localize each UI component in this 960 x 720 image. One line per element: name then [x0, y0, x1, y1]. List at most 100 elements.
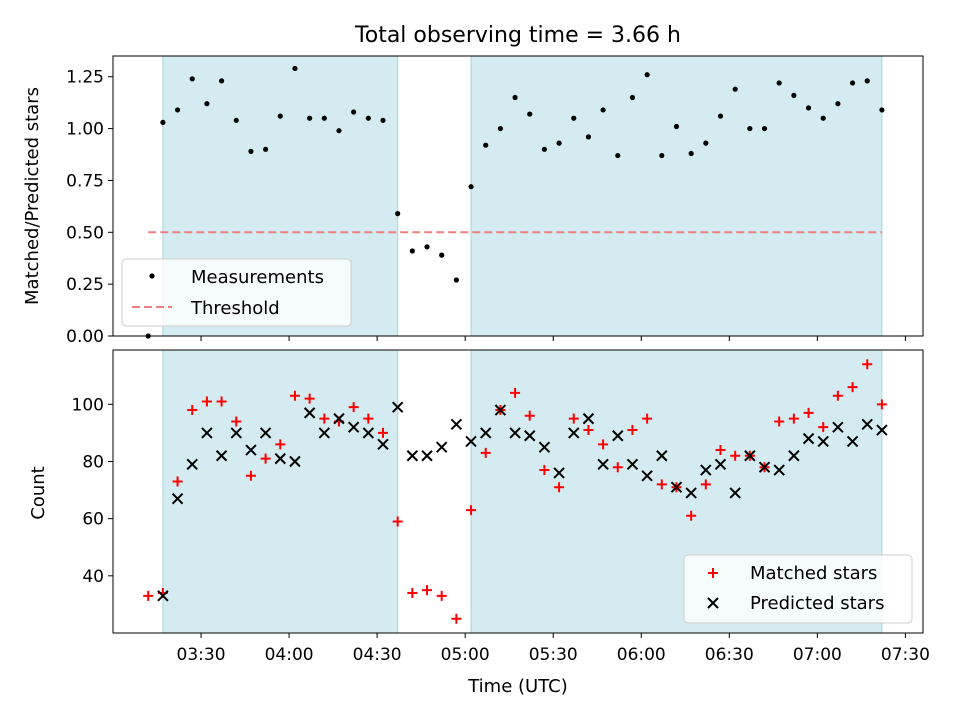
matched-star-point	[788, 413, 799, 424]
predicted-star-point	[494, 404, 507, 416]
predicted-star-point	[215, 450, 228, 462]
top-axes-frame	[112, 55, 924, 337]
matched-star-point	[172, 476, 183, 487]
shaded-interval	[162, 349, 399, 634]
matched-star-point	[143, 590, 154, 601]
bottom-y-axis-label: Count	[28, 466, 49, 519]
matched-star-point	[216, 396, 227, 407]
y-tick-label: 0.50	[66, 223, 104, 243]
bottom-axes-frame	[112, 349, 924, 634]
measurement-point	[688, 150, 694, 157]
bottom-data-marks	[143, 359, 888, 624]
predicted-star-point	[788, 450, 800, 462]
measurement-point	[453, 277, 459, 283]
predicted-star-point	[509, 427, 521, 439]
predicted-star-point	[832, 421, 844, 433]
matched-star-point	[583, 425, 594, 436]
top-axis-ticks: 0.00 0.25 0.50 0.75 1.00 1.25	[66, 68, 906, 347]
matched-star-point	[422, 585, 433, 596]
top-shaded-intervals	[162, 55, 883, 337]
predicted-star-point	[612, 430, 624, 442]
measurement-point	[307, 115, 313, 121]
measurement-point	[424, 244, 430, 250]
y-tick-label: 40	[82, 567, 104, 587]
y-tick-label: 0.00	[66, 327, 104, 347]
predicted-star-point	[347, 421, 360, 433]
x-tick-label: 04:00	[265, 645, 314, 665]
predicted-star-point	[201, 427, 213, 439]
chart-title: Total observing time = 3.66 h	[354, 23, 681, 48]
predicted-star-point	[259, 427, 272, 439]
x-tick-label: 03:30	[177, 645, 226, 665]
x-tick-label: 04:30	[353, 645, 402, 665]
predicted-star-point	[171, 492, 184, 505]
measurement-point	[497, 125, 503, 132]
predicted-star-point	[729, 487, 741, 499]
measurement-point	[512, 94, 518, 101]
legend-matched-label: Matched stars	[750, 563, 877, 584]
bottom-axis-ticks: 03:30 04:00 04:30 05:00 05:30 06:00 06:30 07:00…	[72, 395, 930, 665]
measurement-point	[248, 148, 254, 155]
measurement-point	[380, 117, 386, 123]
bottom-legend: Matched stars Predicted stars	[683, 554, 913, 624]
matched-star-point	[700, 479, 711, 490]
legend-measurements-label: Measurements	[191, 267, 324, 288]
predicted-star-point	[641, 470, 653, 482]
measurement-point	[879, 107, 885, 113]
predicted-star-point	[333, 412, 345, 425]
matched-star-point	[348, 402, 359, 413]
measurement-point	[160, 119, 166, 125]
matched-star-point	[832, 390, 843, 401]
predicted-star-point	[230, 427, 242, 439]
legend-measurements-marker	[149, 273, 155, 279]
measurement-point	[644, 72, 650, 78]
measurement-point	[483, 142, 489, 148]
matched-star-point	[539, 465, 550, 476]
matched-star-point	[818, 422, 829, 433]
predicted-star-point	[861, 418, 873, 431]
predicted-star-point	[377, 438, 389, 451]
measurement-point	[673, 123, 680, 130]
measurement-point	[174, 107, 181, 113]
predicted-star-point	[435, 441, 448, 453]
matched-star-point	[862, 359, 873, 370]
predicted-star-point	[303, 407, 316, 419]
predicted-star-point	[685, 487, 697, 499]
legend-predicted-marker	[707, 597, 719, 609]
predicted-star-point	[406, 450, 419, 462]
predicted-star-point	[318, 427, 331, 439]
predicted-star-point	[538, 441, 551, 453]
measurement-point	[732, 86, 738, 92]
measurement-point	[761, 125, 768, 132]
predicted-star-point	[582, 412, 595, 425]
matched-star-point	[275, 439, 286, 450]
matched-star-point	[304, 393, 315, 404]
measurement-point	[615, 152, 621, 159]
measurement-point	[747, 125, 753, 132]
measurement-point	[600, 107, 606, 113]
x-tick-label: 06:00	[617, 645, 666, 665]
predicted-star-point	[553, 467, 565, 479]
matched-star-point	[436, 590, 447, 601]
y-tick-label: 60	[82, 510, 104, 530]
matched-star-point	[715, 445, 726, 456]
measurement-point	[365, 115, 371, 121]
top-legend: Measurements Threshold	[121, 258, 352, 327]
y-tick-label: 1.00	[66, 120, 104, 140]
predicted-star-point	[597, 458, 609, 471]
predicted-star-point	[391, 401, 404, 413]
x-axis-label: Time (UTC)	[467, 676, 568, 697]
predicted-star-point	[568, 427, 580, 439]
predicted-star-point	[802, 432, 815, 445]
measurement-point	[263, 146, 269, 152]
top-y-axis-label: Matched/Predicted stars	[22, 87, 43, 305]
predicted-star-point	[700, 464, 712, 476]
matched-star-point	[231, 416, 242, 427]
predicted-star-point	[465, 435, 477, 448]
measurement-point	[805, 105, 812, 111]
measurement-point	[409, 248, 415, 254]
x-tick-label: 06:30	[705, 645, 754, 665]
y-tick-label: 1.25	[66, 68, 104, 88]
predicted-star-point	[245, 444, 257, 456]
matched-star-point	[554, 482, 565, 493]
